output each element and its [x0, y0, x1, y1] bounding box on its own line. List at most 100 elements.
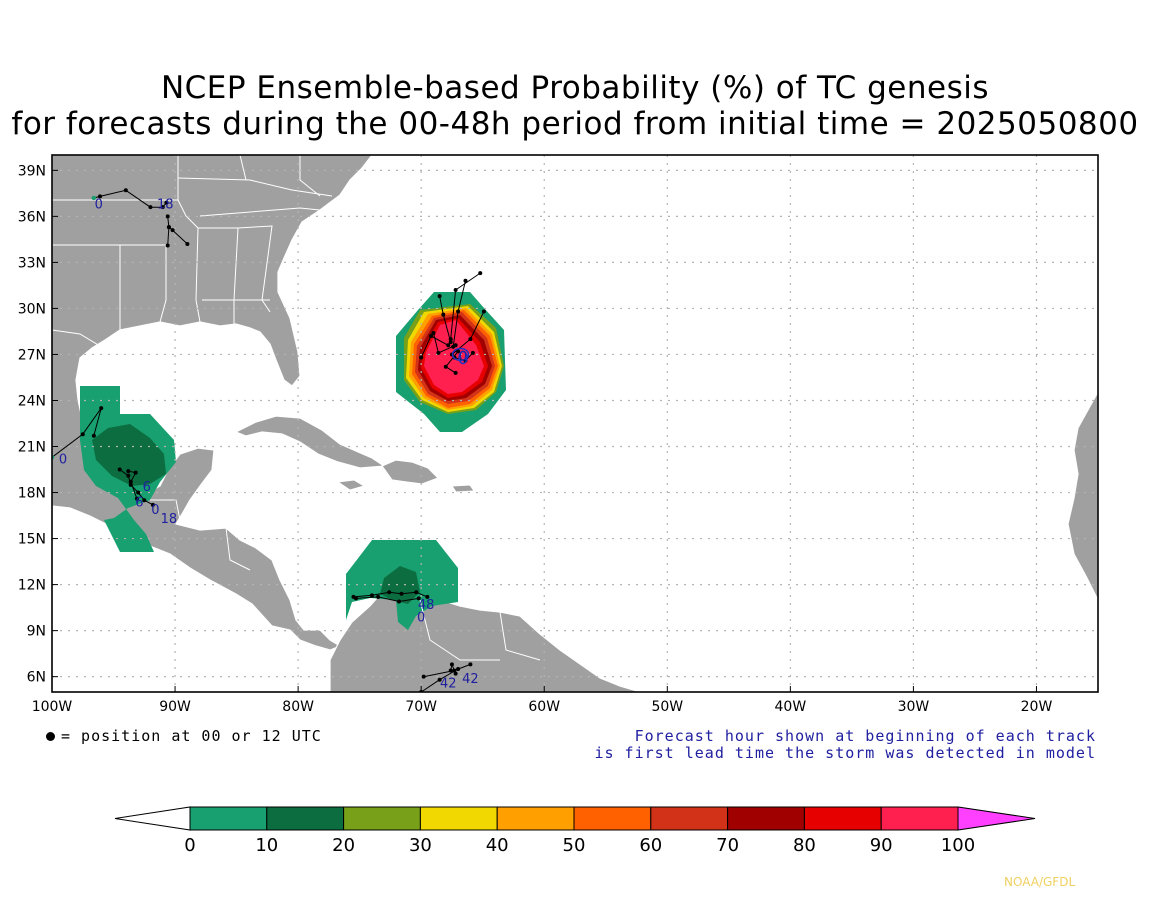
- storm-tracks: [52, 188, 486, 692]
- track-position-dot: [443, 364, 448, 369]
- storm-track-line: [52, 407, 102, 458]
- lon-tick-label: 20W: [1021, 699, 1053, 715]
- colorbar-tick-label: 30: [409, 835, 432, 856]
- lon-tick-label: 90W: [159, 699, 191, 715]
- track-position-dot: [170, 228, 175, 233]
- state-border-line: [199, 207, 321, 217]
- storm-track-line: [167, 216, 188, 245]
- track-position-dot: [456, 666, 461, 671]
- track-position-dot: [468, 662, 473, 667]
- track-position-dot: [437, 294, 442, 299]
- track-position-dot: [453, 288, 458, 293]
- colorbar-swatch: [803, 806, 882, 831]
- genesis-area-caribbean-inner: [380, 566, 420, 604]
- lat-tick-label: 15N: [18, 532, 46, 548]
- track-hour-label: 0: [151, 503, 159, 518]
- south-america-border-line: [499, 611, 541, 661]
- forecast-note-line1: Forecast hour shown at beginning of each…: [634, 727, 1096, 745]
- state-border-line: [239, 155, 247, 181]
- track-hour-label: 0: [417, 610, 425, 625]
- track-position-dot: [142, 498, 147, 503]
- colorbar-tick-label: 0: [184, 835, 195, 856]
- track-position-dot: [437, 677, 442, 682]
- storm-track-line: [128, 470, 138, 499]
- track-hour-label: 18: [161, 512, 178, 527]
- colorbar-swatch: [573, 806, 652, 831]
- track-position-dot: [128, 479, 133, 484]
- axis-labels: 39N 36N 33N 30N 27N 24N 21N 18N 15N 12N 9N 6N 100W 90…: [18, 163, 1053, 715]
- track-position-dot: [453, 370, 458, 375]
- storm-track-line: [167, 227, 170, 246]
- mexico-border-line: [52, 329, 121, 347]
- track-position-dot: [436, 350, 441, 355]
- central-america-border-line: [150, 499, 201, 525]
- state-border-line: [299, 155, 321, 197]
- africa-landmass: [1067, 390, 1098, 601]
- storm-track-line: [355, 596, 419, 603]
- track-hour-label: 0: [459, 350, 467, 365]
- track-position-dot: [397, 599, 402, 604]
- lat-tick-label: 36N: [18, 209, 46, 225]
- lon-tick-label: 60W: [528, 699, 560, 715]
- colorbar-tick-label: 80: [793, 835, 816, 856]
- colorbar-tick-label: 60: [639, 835, 662, 856]
- track-position-dot: [369, 593, 374, 598]
- lon-tick-label: 80W: [282, 699, 314, 715]
- track-position-dot: [91, 433, 96, 438]
- lon-tick-label: 30W: [898, 699, 930, 715]
- track-hour-label: 42: [462, 672, 479, 687]
- colorbar: 0 10 20 30 40 50 60 70 80 90 100: [114, 806, 1036, 856]
- track-position-dot: [99, 406, 104, 411]
- track-position-dot: [419, 355, 424, 360]
- colorbar-tick-label: 100: [941, 835, 975, 856]
- colorbar-swatch: [266, 806, 345, 831]
- track-position-dot: [150, 502, 155, 507]
- colorbar-over-arrow: [957, 806, 1036, 831]
- south-america-border-line: [419, 599, 500, 661]
- track-hour-label: 48: [418, 598, 435, 613]
- track-position-dot: [431, 330, 436, 335]
- colorbar-swatch: [496, 806, 575, 831]
- track-position-dot: [468, 337, 473, 342]
- state-border-line: [120, 244, 167, 323]
- track-position-dot: [353, 596, 358, 601]
- track-position-dot: [126, 469, 131, 474]
- storm-core-marker: [451, 347, 470, 362]
- track-position-dot: [165, 243, 170, 248]
- colorbar-swatch: [727, 806, 805, 831]
- lat-tick-label: 12N: [18, 578, 46, 594]
- colorbar-swatch: [189, 806, 268, 831]
- colorbar-tick-label: 70: [716, 835, 739, 856]
- track-position-dot: [481, 309, 486, 314]
- track-position-dot: [134, 496, 139, 501]
- credit-text: NOAA/GFDL: [1004, 875, 1076, 889]
- track-hour-label: 6: [143, 480, 151, 495]
- track-position-dot: [126, 473, 131, 478]
- track-hour-label: 6: [135, 495, 143, 510]
- track-position-dot: [185, 241, 190, 246]
- forecast-note-line2: is first lead time the storm was detecte…: [594, 744, 1096, 762]
- lat-tick-label: 6N: [27, 670, 46, 686]
- track-position-dot: [421, 674, 426, 679]
- lat-tick-label: 33N: [18, 255, 46, 271]
- track-position-dot: [446, 343, 451, 348]
- state-border-line: [198, 227, 239, 326]
- colorbar-tick-label: 40: [486, 835, 509, 856]
- map-frame: [51, 154, 1099, 693]
- lat-tick-label: 24N: [18, 393, 46, 409]
- state-border-line: [237, 225, 273, 313]
- jamaica: [336, 479, 366, 491]
- track-position-dot: [441, 312, 446, 317]
- track-position-dot: [453, 671, 458, 676]
- storm-track-line: [353, 591, 428, 598]
- colorbar-tick-label: 50: [563, 835, 586, 856]
- colorbar-tick-label: 20: [332, 835, 355, 856]
- lon-tick-label: 40W: [775, 699, 807, 715]
- central-america-border-line: [225, 527, 251, 571]
- track-position-dot: [448, 340, 453, 345]
- lat-tick-label: 27N: [18, 347, 46, 363]
- track-position-dot: [165, 214, 170, 219]
- track-position-dot: [453, 343, 458, 348]
